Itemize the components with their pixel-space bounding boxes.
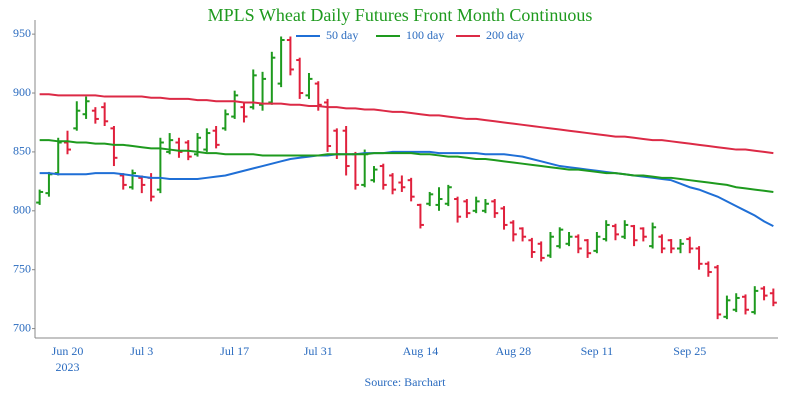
ma-line	[39, 139, 774, 193]
y-tick-label: 700	[13, 320, 31, 334]
source-note: Source: Barchart	[365, 375, 447, 389]
x-tick-label: Jul 17	[220, 344, 249, 358]
x-tick-label: Sep 25	[673, 344, 706, 358]
y-tick-label: 800	[13, 203, 31, 217]
x-year-label: 2023	[56, 360, 80, 374]
chart-title: MPLS Wheat Daily Futures Front Month Con…	[208, 5, 593, 25]
x-tick-label: Sep 11	[581, 344, 614, 358]
y-tick-label: 950	[13, 26, 31, 40]
x-tick-label: Aug 28	[495, 344, 531, 358]
legend-label: 200 day	[486, 28, 524, 42]
ma-line	[39, 93, 774, 155]
x-tick-label: Jul 3	[130, 344, 153, 358]
legend-label: 100 day	[406, 28, 444, 42]
y-tick-label: 850	[13, 144, 31, 158]
x-tick-label: Jul 31	[304, 344, 333, 358]
y-tick-label: 750	[13, 261, 31, 275]
y-tick-label: 900	[13, 85, 31, 99]
ma-line	[39, 150, 774, 228]
legend-label: 50 day	[326, 28, 358, 42]
x-tick-label: Jun 20	[52, 344, 84, 358]
x-tick-label: Aug 14	[403, 344, 439, 358]
